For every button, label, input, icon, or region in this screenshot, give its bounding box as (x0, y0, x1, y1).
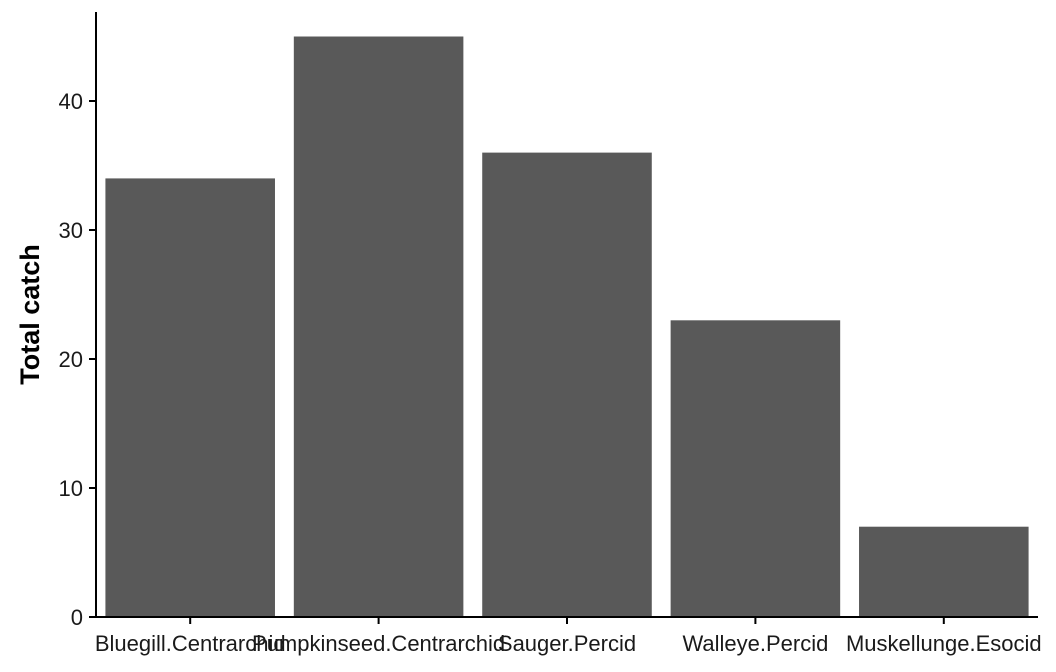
y-tick-label: 10 (59, 476, 83, 501)
x-tick-label: Sauger.Percid (498, 631, 636, 656)
x-tick-label: Bluegill.Centrarchid (95, 631, 286, 656)
bar-bluegill-centrarchid (105, 178, 275, 618)
bar-muskellunge-esocid (859, 526, 1029, 617)
x-tick-label: Pumpkinseed.Centrarchid (252, 631, 505, 656)
y-tick-label: 0 (71, 605, 83, 630)
bar-pumpkinseed-centrarchid (293, 36, 464, 618)
x-tick-label: Muskellunge.Esocid (846, 631, 1042, 656)
y-tick-label: 20 (59, 347, 83, 372)
y-tick-label: 30 (59, 218, 83, 243)
y-axis: 0 10 20 30 40 (59, 12, 97, 630)
bar-sauger-percid (482, 152, 652, 618)
bar-walleye-percid (670, 320, 841, 617)
x-tick-label: Walleye.Percid (682, 631, 828, 656)
y-axis-title: Total catch (15, 244, 45, 385)
bars-group (105, 36, 1029, 618)
x-axis: Bluegill.CentrarchidPumpkinseed.Centrarc… (95, 616, 1042, 656)
y-tick-label: 40 (59, 89, 83, 114)
